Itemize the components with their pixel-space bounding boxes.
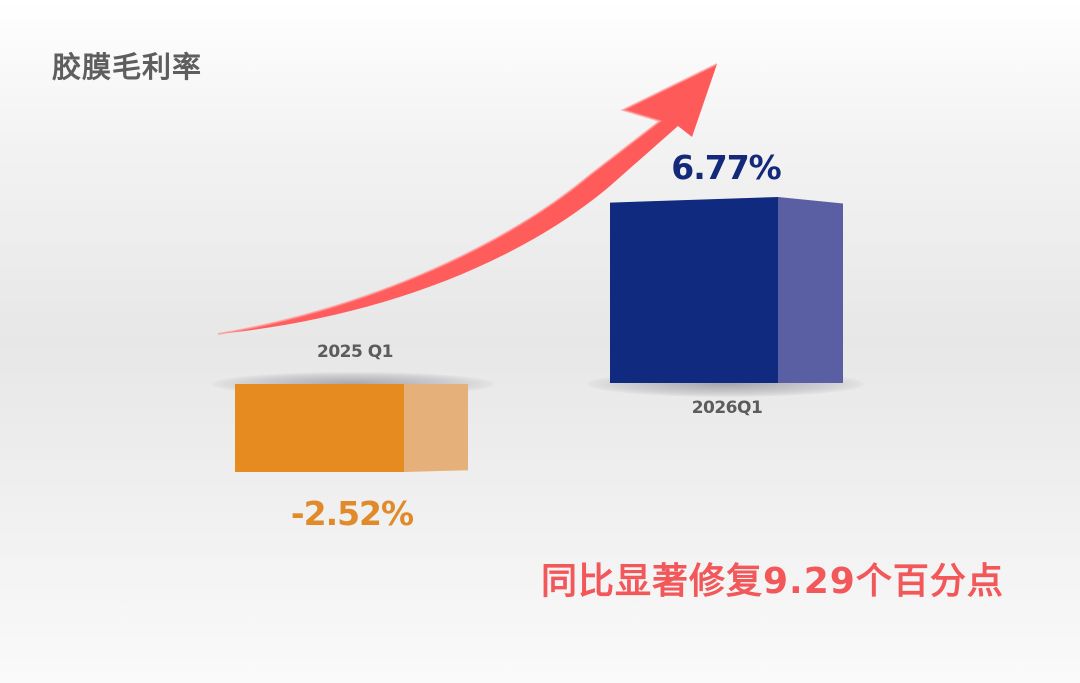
bar-2025q1-side: [404, 384, 468, 472]
category-label-2026q1: 2026Q1: [691, 398, 763, 418]
category-label-2025q1: 2025 Q1: [316, 342, 394, 362]
chart-title: 胶膜毛利率: [52, 50, 203, 84]
value-label-2026q1: 6.77%: [671, 148, 781, 187]
value-label-2025q1: -2.52%: [290, 494, 414, 533]
bar-2026q1-front: [610, 197, 779, 383]
summary-annotation: 同比显著修复9.29个百分点: [541, 561, 1004, 602]
bar-2025q1-front: [235, 384, 405, 472]
bar-2026q1-side: [778, 197, 843, 383]
